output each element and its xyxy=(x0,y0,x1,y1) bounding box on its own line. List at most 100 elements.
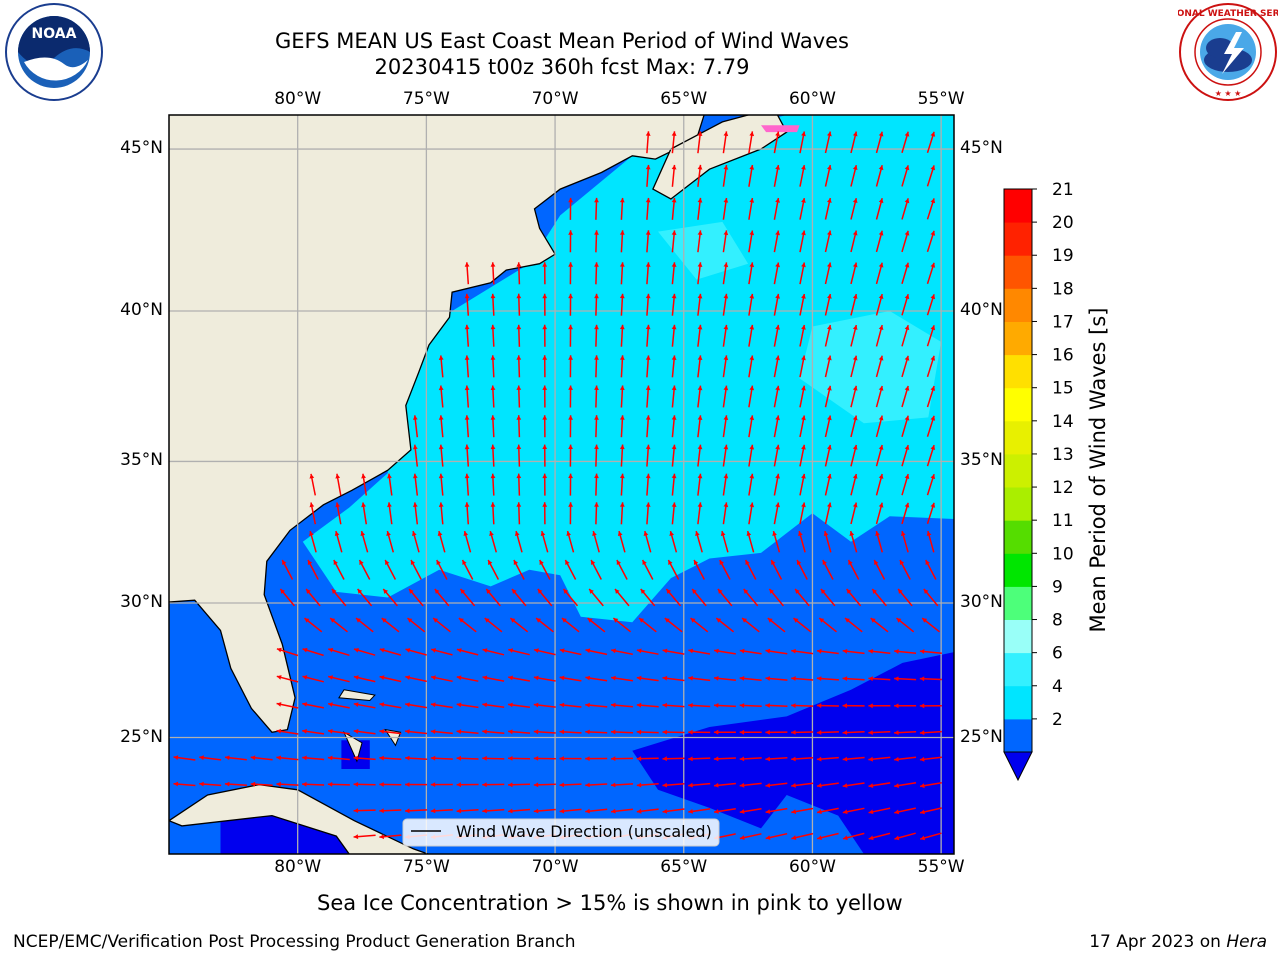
wind-direction-arrow xyxy=(173,755,196,761)
wind-direction-arrow xyxy=(926,415,936,437)
wind-direction-arrow xyxy=(490,385,496,408)
wind-direction-arrow xyxy=(671,385,677,408)
wind-direction-arrow xyxy=(791,782,814,788)
wind-direction-arrow xyxy=(456,648,479,656)
wind-direction-arrow xyxy=(688,703,711,708)
wind-direction-arrow xyxy=(697,385,703,408)
wind-direction-arrow xyxy=(438,355,444,378)
wind-direction-arrow xyxy=(896,617,915,633)
lat-label-left: 25°N xyxy=(120,726,163,747)
wind-direction-arrow xyxy=(667,559,680,580)
wind-direction-arrow xyxy=(849,530,858,553)
wind-direction-arrow xyxy=(533,648,556,656)
wind-direction-arrow xyxy=(434,588,450,607)
wind-direction-arrow xyxy=(566,530,575,553)
wind-direction-arrow xyxy=(901,324,910,347)
colorbar-tick-label: 13 xyxy=(1052,445,1074,465)
wind-direction-arrow xyxy=(610,756,634,761)
colorbar-bin xyxy=(1004,453,1032,488)
lon-label-top: 55°W xyxy=(917,89,965,109)
wind-direction-arrow xyxy=(850,293,858,316)
footer-right: 17 Apr 2023 on Hera xyxy=(1089,932,1267,952)
wind-direction-arrow xyxy=(748,415,755,438)
wind-direction-arrow xyxy=(894,649,917,654)
wind-direction-arrow xyxy=(901,473,910,496)
wind-direction-arrow xyxy=(327,702,350,709)
wind-direction-arrow xyxy=(645,355,651,378)
wind-direction-arrow xyxy=(611,648,633,656)
wind-direction-arrow xyxy=(791,756,814,762)
wind-direction-arrow xyxy=(353,755,376,761)
lat-label-right: 30°N xyxy=(960,591,1003,612)
wind-direction-arrow xyxy=(850,131,858,154)
wind-direction-arrow xyxy=(276,781,299,787)
wind-direction-arrow xyxy=(875,415,884,438)
wind-direction-arrow xyxy=(824,324,832,347)
wind-direction-arrow xyxy=(765,648,788,655)
wind-direction-arrow xyxy=(799,131,806,154)
wind-direction-arrow xyxy=(353,729,376,735)
wind-direction-arrow xyxy=(611,808,633,814)
colorbar-tick-label: 2 xyxy=(1052,710,1063,730)
wind-direction-arrow xyxy=(379,808,402,814)
wind-direction-arrow xyxy=(847,559,860,580)
wind-direction-arrow xyxy=(824,473,832,496)
wind-direction-arrow xyxy=(511,588,527,607)
wind-direction-arrow xyxy=(353,782,376,787)
wind-direction-arrow xyxy=(921,617,940,633)
wind-direction-arrow xyxy=(568,473,573,496)
wind-direction-arrow xyxy=(671,197,677,220)
wind-direction-arrow xyxy=(671,444,677,467)
wind-direction-arrow xyxy=(671,355,677,378)
wind-direction-arrow xyxy=(516,324,522,347)
wind-direction-arrow xyxy=(875,502,884,525)
wind-direction-arrow xyxy=(901,293,910,316)
wind-direction-arrow xyxy=(671,131,677,154)
wind-direction-arrow xyxy=(430,808,453,814)
wind-direction-arrow xyxy=(868,807,891,815)
wind-direction-arrow xyxy=(405,729,428,735)
wind-direction-arrow xyxy=(610,729,634,735)
noaa-logo: NOAA xyxy=(4,2,104,102)
wind-direction-arrow xyxy=(407,617,426,633)
wind-direction-arrow xyxy=(619,473,625,496)
wind-direction-arrow xyxy=(594,230,599,253)
colorbar-tick-label: 4 xyxy=(1052,677,1063,697)
wind-direction-arrow xyxy=(773,415,780,438)
wind-direction-arrow xyxy=(645,385,651,408)
colorbar-tick-label: 8 xyxy=(1052,611,1063,631)
wind-direction-arrow xyxy=(542,293,548,316)
wind-direction-arrow xyxy=(671,415,677,438)
wind-direction-arrow xyxy=(748,473,755,496)
wind-direction-arrow xyxy=(438,473,444,496)
wind-direction-arrow xyxy=(485,588,501,607)
sea-ice-note: Sea Ice Concentration > 15% is shown in … xyxy=(317,891,903,915)
wind-direction-arrow xyxy=(919,832,942,841)
wind-direction-arrow xyxy=(748,230,755,253)
wind-direction-arrow xyxy=(386,530,395,553)
wind-direction-arrow xyxy=(636,782,659,788)
svg-text:NATIONAL WEATHER SERVICE: NATIONAL WEATHER SERVICE xyxy=(1178,9,1278,19)
wind-direction-arrow xyxy=(894,832,916,841)
wind-direction-arrow xyxy=(773,502,780,525)
wind-direction-arrow xyxy=(379,702,402,709)
lat-label-left: 35°N xyxy=(120,450,163,471)
wind-direction-arrow xyxy=(459,588,476,607)
wind-direction-arrow xyxy=(799,197,806,220)
wind-direction-arrow xyxy=(768,588,784,607)
wind-direction-arrow xyxy=(799,355,806,378)
wind-direction-arrow xyxy=(875,385,884,408)
wind-direction-arrow xyxy=(773,385,780,408)
wind-direction-arrow xyxy=(850,473,858,496)
wind-direction-arrow xyxy=(594,293,599,316)
period-4to6-region xyxy=(302,115,954,623)
wind-direction-arrow xyxy=(516,473,522,496)
wind-direction-arrow xyxy=(281,559,294,580)
wind-direction-arrow xyxy=(868,676,891,682)
wind-direction-arrow xyxy=(327,755,350,761)
wind-direction-arrow xyxy=(875,473,884,496)
wind-direction-arrow xyxy=(662,756,685,762)
wind-direction-arrow xyxy=(535,617,554,633)
wind-direction-arrow xyxy=(619,324,625,347)
lon-label-bottom: 60°W xyxy=(788,857,836,877)
